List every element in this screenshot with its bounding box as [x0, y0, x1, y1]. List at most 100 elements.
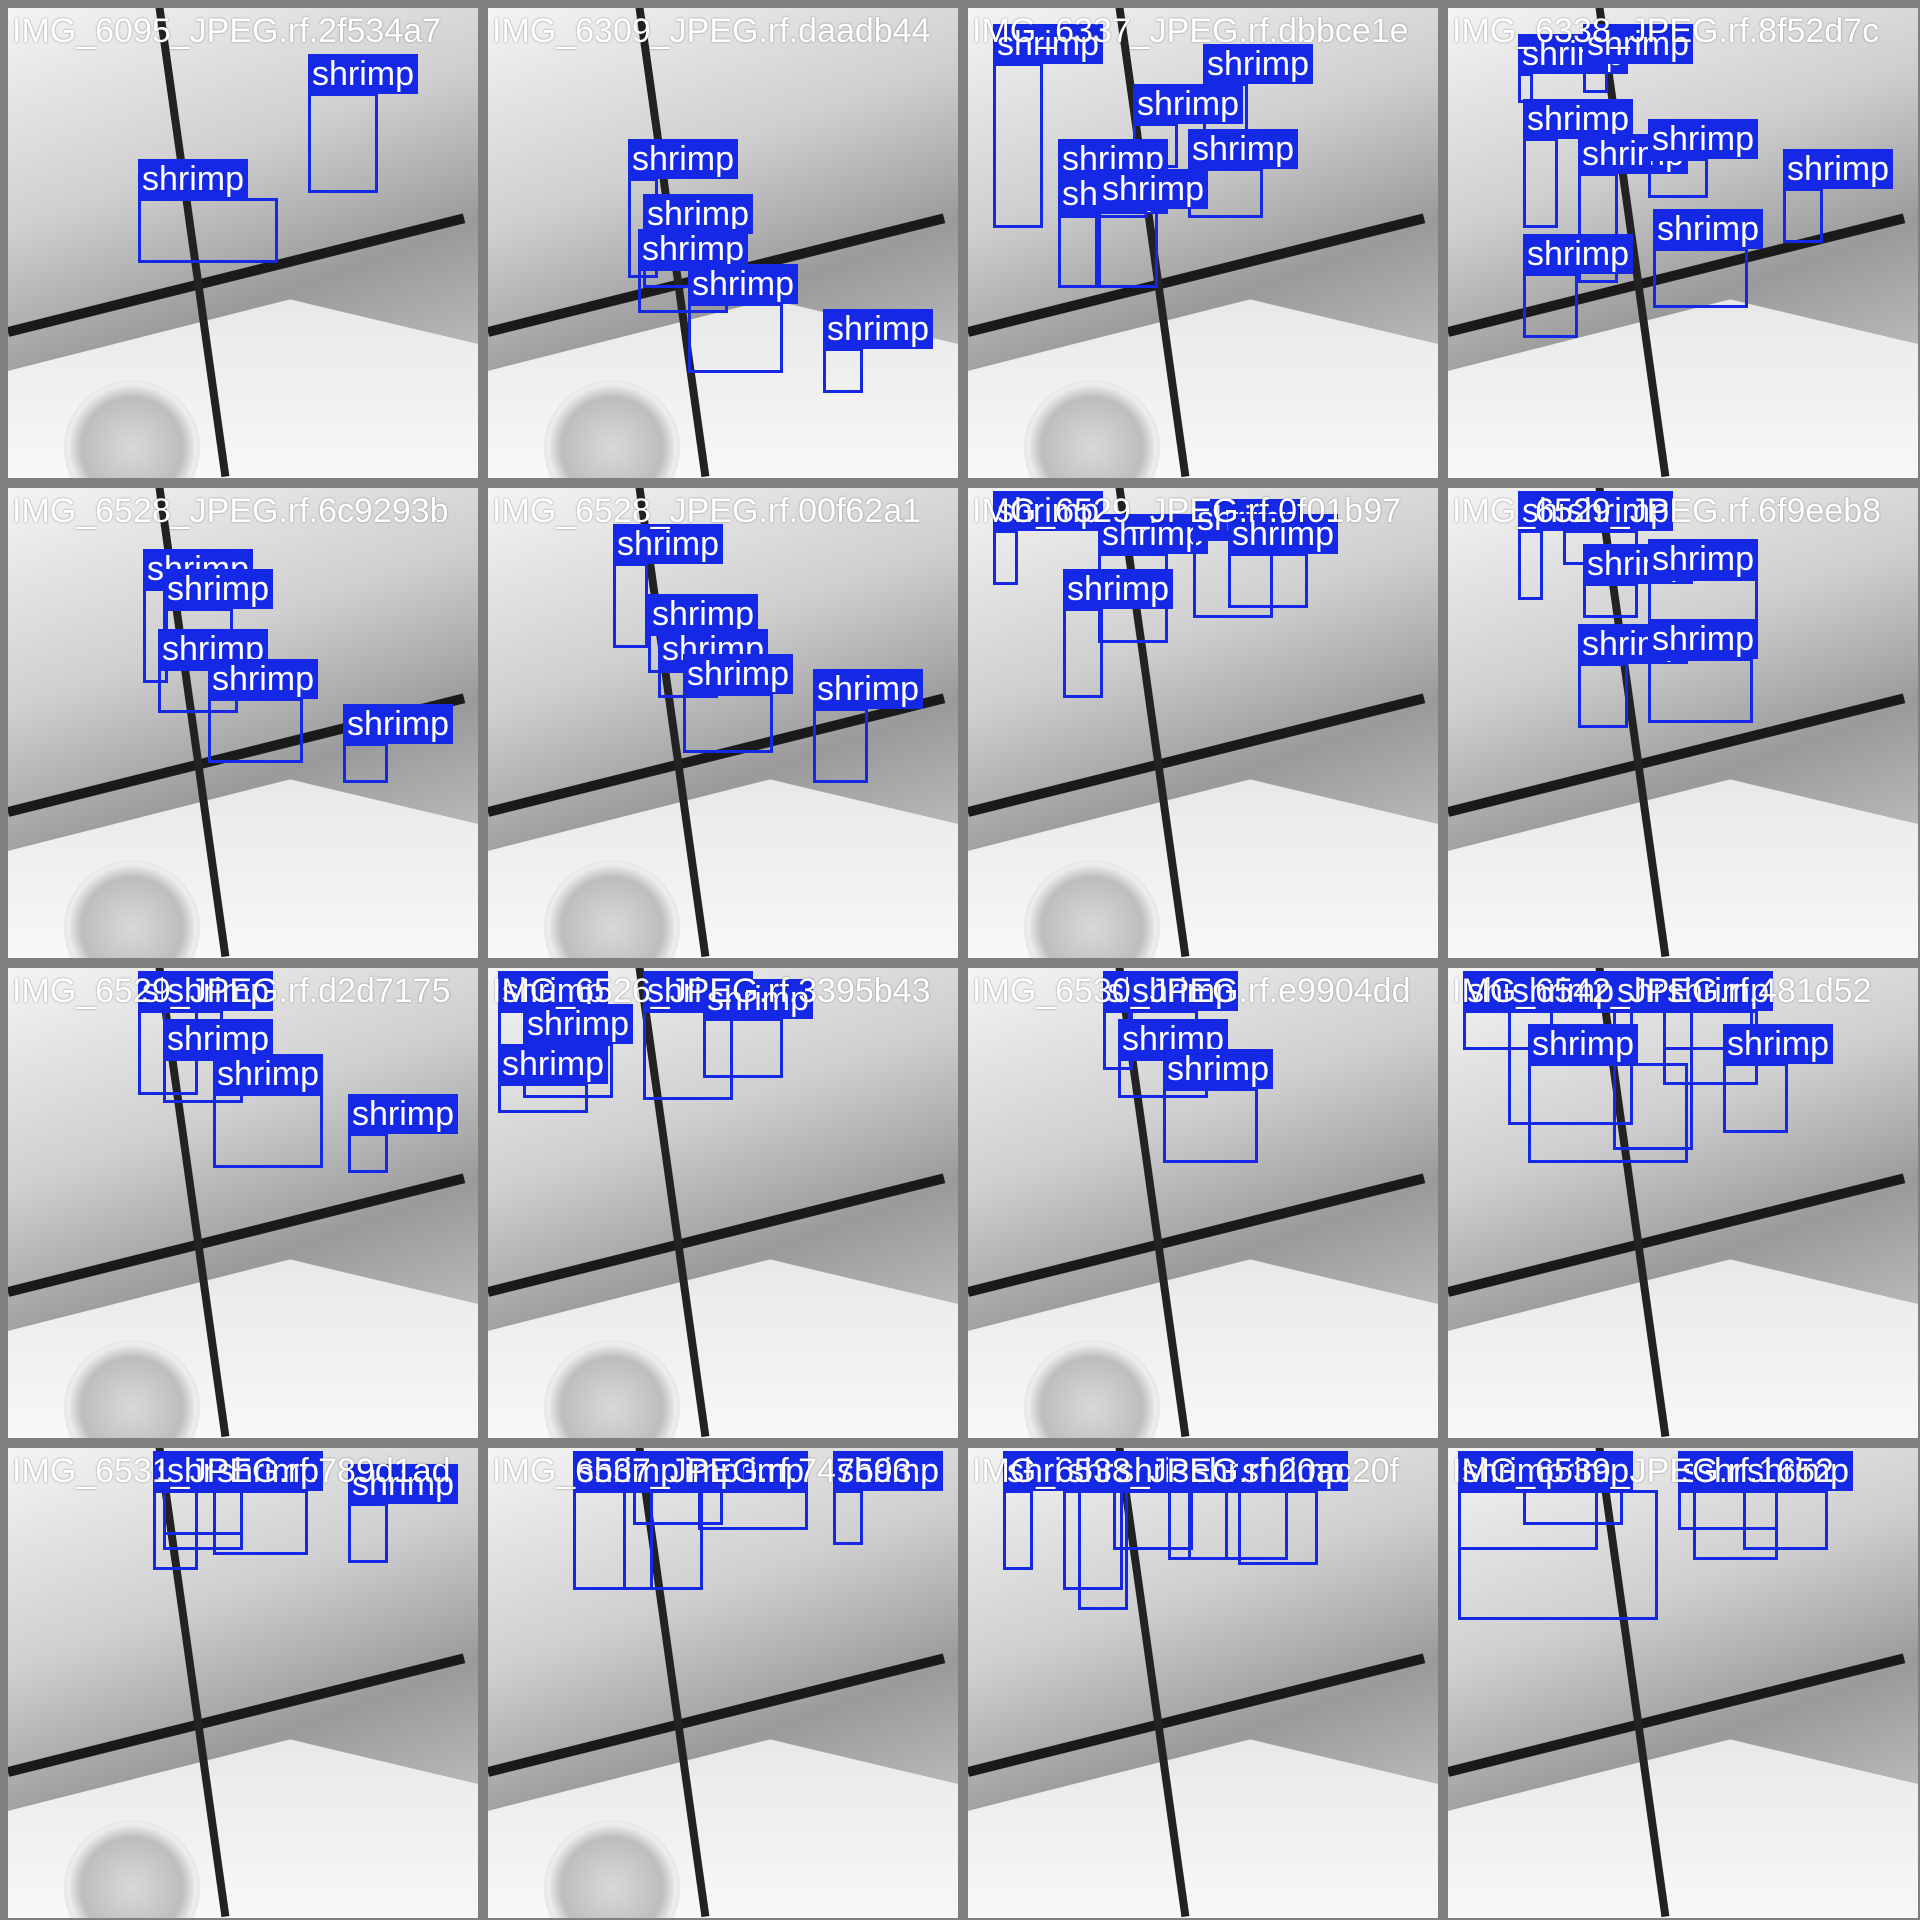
bounding-box: shrimp	[163, 1019, 274, 1103]
bounding-box: shrimp	[1163, 1049, 1274, 1163]
box-label: shrimp	[523, 1004, 634, 1044]
box-label: shrimp	[813, 669, 924, 709]
box-label: shrimp	[683, 654, 794, 694]
file-name: IMG_6542_JPEG.rf.481d52	[1452, 972, 1872, 1010]
bounding-box: shrimp	[1508, 971, 1633, 1125]
bounding-box: shrimp	[1063, 569, 1174, 698]
bounding-box: shrimp	[703, 979, 814, 1078]
bounding-box: shrimp	[208, 659, 319, 763]
bounding-box: shrimp	[1648, 119, 1759, 198]
box-label: shrimp	[163, 569, 274, 609]
box-label: shrimp	[213, 1451, 324, 1491]
bounding-box: shrimp	[573, 1451, 684, 1590]
bounding-box: shrimp	[1723, 1024, 1834, 1133]
file-name: IMG_6529_JPEG.rf.d2d7175	[12, 972, 451, 1010]
bounding-box: shrimp	[1238, 1451, 1349, 1565]
bounding-box: shrimp	[523, 1004, 634, 1098]
bounding-box: shrimp	[1743, 1451, 1854, 1550]
box-label: shrimp	[1163, 1049, 1274, 1089]
bounding-box: shrimp	[1203, 44, 1314, 138]
bounding-box: shrimp	[213, 1451, 324, 1555]
box-label: shrimp	[1458, 1451, 1569, 1491]
box-label: shrimp	[1648, 539, 1759, 579]
bounding-box: shrimp	[1583, 544, 1694, 618]
image-tile: IMG_6529_JPEG.rf.d2d7175 shrimp shrimp shri…	[8, 968, 478, 1438]
box-label: shrimp	[1583, 24, 1694, 64]
box-label: shrimp	[823, 309, 934, 349]
box-label: shrimp	[688, 264, 799, 304]
image-tile: IMG_6338_JPEG.rf.8f52d7c shrimp shrimp shri…	[1448, 8, 1918, 478]
image-tile: IMG_6531_JPEG.rf.789d1adshrimpshrimpshri…	[8, 1448, 478, 1918]
box-label: shrimp	[628, 139, 739, 179]
file-name: IMG_6309_JPEG.rf.daadb44	[492, 12, 931, 50]
bounding-box: shrimp	[1058, 174, 1169, 288]
box-label: shrimp	[308, 54, 419, 94]
bounding-box: shrimp	[833, 1451, 944, 1545]
box-label: shrimp	[1743, 1451, 1854, 1491]
bounding-box: shrimp	[348, 1464, 459, 1563]
tank-floor	[1448, 1739, 1918, 1918]
file-name: IMG_6095_JPEG.rf.2f534a7	[12, 12, 442, 50]
box-label: shrimp	[1723, 1024, 1834, 1064]
box-label: shrimp	[348, 1464, 459, 1504]
image-tile: IMG_6542_JPEG.rf.481d52 shrimp shrimp shrim…	[1448, 968, 1918, 1438]
bounding-box: shrimp	[348, 1094, 459, 1173]
box-label: shrimp	[163, 971, 274, 1011]
image-tile: IMG_6539_JPEG.rf.1652shrimpshrimpshrimps…	[1448, 1448, 1918, 1918]
box-label: shrimp	[1653, 209, 1764, 249]
file-name: IMG_6528_JPEG.rf.6c9293b	[12, 492, 449, 530]
box-label: shrimp	[993, 24, 1104, 64]
file-name: IMG_6526_JPEG.rf.3395b43	[492, 972, 931, 1010]
tank-floor	[1448, 299, 1918, 478]
box-label: shrimp	[1063, 569, 1174, 609]
bounding-box: shrimp	[1518, 491, 1629, 600]
bounding-box: shrimp	[1098, 169, 1209, 288]
bounding-box: shrimp	[1528, 1024, 1688, 1163]
box-label: shrimp	[1528, 1024, 1639, 1064]
bounding-box: shrimp	[1128, 971, 1239, 1055]
box-label: shrimp	[1508, 971, 1619, 1011]
box-label: shrimp	[1133, 84, 1244, 124]
box-label: shrimp	[573, 1451, 684, 1491]
box-label: shrimp	[1098, 169, 1209, 209]
bounding-box: shrimp	[1563, 491, 1674, 565]
bounding-box: shrimp	[1523, 234, 1634, 338]
image-tile: IMG_6529_JPEG.rf.0f01b97 shrimp shrimp shri…	[968, 488, 1438, 958]
tank-floor	[1448, 779, 1918, 958]
box-label: shrimp	[1563, 491, 1674, 531]
box-label: shrimp	[163, 1019, 274, 1059]
bounding-box: shrimp	[343, 704, 454, 783]
tank-floor	[1448, 1259, 1918, 1438]
box-label: shrimp	[993, 491, 1104, 531]
image-tile: IMG_6526_JPEG.rf.3395b43 shrimp shrimp shri…	[488, 968, 958, 1438]
file-name: IMG_6531_JPEG.rf.789d1ad	[12, 1452, 451, 1490]
box-label: shrimp	[1098, 514, 1209, 554]
bounding-box: shrimp	[498, 1044, 609, 1113]
box-label: shrimp	[1128, 971, 1239, 1011]
box-label: shrimp	[1523, 234, 1634, 274]
box-label: shrimp	[1238, 1451, 1349, 1491]
box-label: shrimp	[643, 194, 754, 234]
bounding-box: shrimp	[163, 569, 274, 668]
bounding-box: shrimp	[138, 159, 278, 263]
image-tile: IMG_6528_JPEG.rf.00f62a1 shrimp shrimp shri…	[488, 488, 958, 958]
image-tile: IMG_6530_JPEG.rf.e9904dd shrimp shrimp shri…	[968, 968, 1438, 1438]
box-label: shrimp	[348, 1094, 459, 1134]
box-label: shrimp	[648, 594, 759, 634]
box-label: shrimp	[213, 1054, 324, 1094]
box-label: shrimp	[1203, 44, 1314, 84]
bounding-box: shrimp	[1663, 971, 1774, 1050]
box-label: shrimp	[1188, 129, 1299, 169]
bounding-box: shrimp	[628, 139, 739, 278]
bounding-box: shrimp	[1578, 624, 1689, 728]
box-label: shrimp	[1648, 119, 1759, 159]
bounding-box: shrimp	[613, 524, 724, 648]
box-label: shrimp	[1648, 619, 1759, 659]
box-label: shrimp	[833, 1451, 944, 1491]
bounding-box: shrimp	[688, 264, 799, 373]
file-name: IMG_6337_JPEG.rf.dbbce1e	[972, 12, 1409, 50]
image-tile: IMG_6538_JPEG.rf.20ac20fshrimpshrimpshri…	[968, 1448, 1438, 1918]
file-name: IMG_6528_JPEG.rf.00f62a1	[492, 492, 922, 530]
